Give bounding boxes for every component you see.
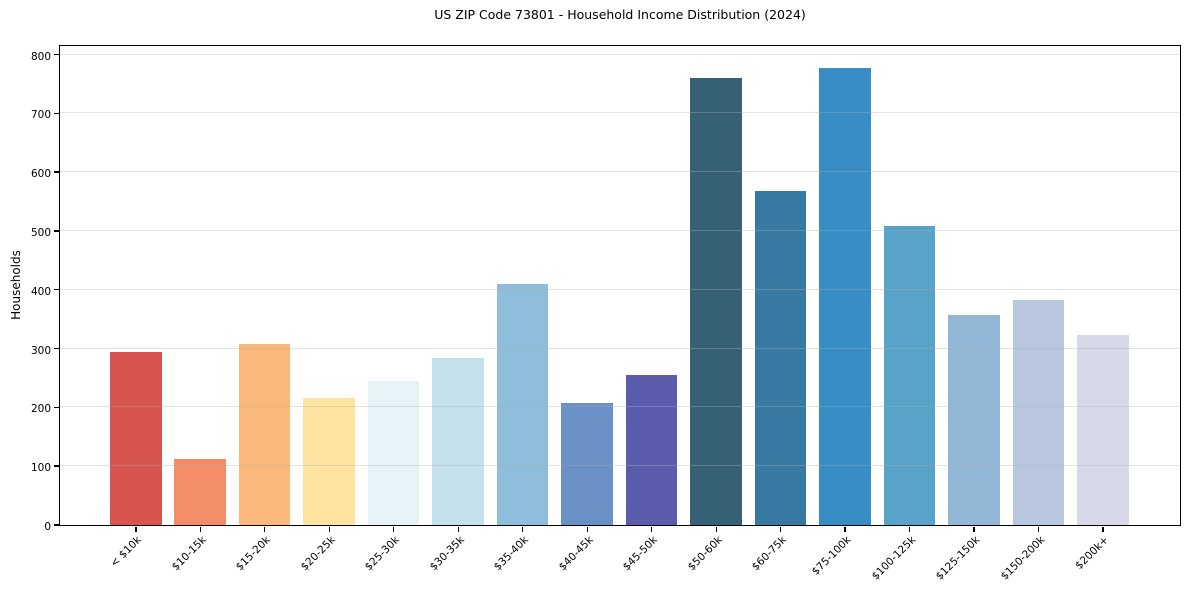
- bar-4: [367, 380, 420, 525]
- x-tick-mark-3: [328, 526, 330, 532]
- bar-5: [432, 358, 484, 525]
- x-tick-mark-11: [844, 526, 846, 532]
- x-tick-label-7: $40-45k: [556, 534, 596, 574]
- y-tick-label-0: 0: [44, 521, 51, 533]
- chart-title: US ZIP Code 73801 - Household Income Dis…: [434, 7, 806, 22]
- bar-15: [1077, 335, 1129, 525]
- x-tick-mark-10: [780, 526, 782, 532]
- bar-10: [754, 191, 807, 525]
- x-tick-label-6: $35-40k: [492, 534, 532, 574]
- bar-14: [1012, 300, 1065, 525]
- x-tick-mark-14: [1037, 526, 1040, 532]
- grid-line-100: [60, 465, 1180, 467]
- bar-2: [238, 343, 291, 525]
- y-tick-label-600: 600: [30, 168, 51, 181]
- y-tick-mark-800: [53, 53, 59, 56]
- x-tick-mark-9: [715, 526, 717, 532]
- bar-9: [690, 78, 742, 525]
- x-tick-label-9: $50-60k: [685, 534, 725, 574]
- x-tick-label-4: $25-30k: [363, 534, 403, 574]
- y-tick-mark-100: [53, 465, 59, 467]
- grid-line-300: [60, 347, 1180, 349]
- y-tick-mark-200: [53, 406, 59, 408]
- x-tick-mark-15: [1102, 526, 1104, 532]
- y-tick-label-300: 300: [30, 344, 51, 357]
- y-tick-mark-300: [53, 347, 59, 350]
- bar-11: [819, 67, 871, 525]
- x-tick-label-5: $30-35k: [427, 534, 467, 574]
- bar-3: [303, 398, 355, 525]
- y-tick-label-500: 500: [30, 227, 51, 239]
- x-tick-label-1: $10-15k: [169, 534, 209, 574]
- x-tick-mark-6: [522, 526, 524, 532]
- x-tick-mark-12: [908, 526, 911, 532]
- bar-1: [174, 458, 226, 525]
- grid-line-800: [60, 53, 1180, 55]
- x-tick-label-13: $125-150k: [933, 534, 983, 583]
- y-tick-label-100: 100: [30, 462, 51, 475]
- y-axis-label: Households: [9, 250, 23, 320]
- grid-line-200: [60, 406, 1180, 408]
- grid-line-500: [60, 230, 1180, 231]
- x-tick-mark-1: [199, 526, 201, 532]
- x-tick-mark-7: [586, 526, 588, 532]
- y-tick-mark-600: [53, 171, 59, 173]
- x-tick-mark-0: [135, 526, 137, 532]
- y-tick-mark-400: [53, 289, 59, 291]
- x-tick-mark-2: [264, 526, 266, 532]
- grid-line-700: [60, 112, 1180, 114]
- x-tick-mark-13: [973, 526, 975, 532]
- x-tick-label-11: $75-100k: [809, 534, 854, 578]
- y-tick-label-800: 800: [30, 50, 51, 63]
- x-tick-label-15: $200k+: [1073, 534, 1112, 572]
- y-tick-label-200: 200: [30, 403, 51, 416]
- x-tick-mark-8: [651, 526, 653, 532]
- x-tick-label-3: $20-25k: [298, 534, 338, 574]
- y-tick-label-700: 700: [30, 109, 51, 122]
- x-tick-label-8: $45-50k: [620, 534, 660, 574]
- x-tick-mark-4: [393, 526, 395, 532]
- x-tick-mark-5: [457, 526, 459, 532]
- grid-line-400: [60, 288, 1180, 290]
- y-tick-mark-700: [53, 112, 59, 114]
- grid-line-600: [60, 171, 1180, 173]
- y-tick-mark-500: [53, 230, 59, 232]
- bar-0: [110, 351, 162, 525]
- bar-6: [496, 283, 549, 525]
- plot-area: 0 100 200 300 400 500 600 700 800 < $10k $10-15k $1…: [31, 45, 1181, 583]
- y-tick-label-400: 400: [30, 285, 51, 298]
- x-tick-label-14: $150-200k: [998, 534, 1047, 583]
- bar-7: [561, 402, 613, 525]
- bar-12: [883, 226, 936, 525]
- bar-8: [625, 375, 678, 525]
- x-tick-label-2: $15-20k: [234, 534, 274, 574]
- x-tick-label-0: < $10k: [108, 534, 145, 570]
- x-tick-label-10: $60-75k: [749, 534, 789, 574]
- y-tick-mark-0: [53, 524, 59, 526]
- x-tick-label-12: $100-125k: [869, 534, 918, 583]
- bar-13: [948, 315, 1000, 525]
